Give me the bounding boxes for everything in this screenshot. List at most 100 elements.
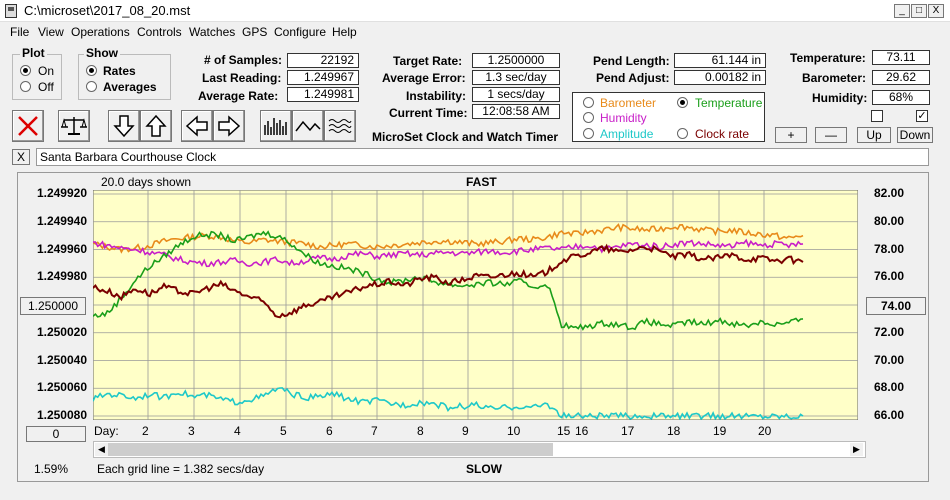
plot-off-label: Off <box>38 80 54 94</box>
horizontal-scrollbar[interactable]: ◀ ▶ <box>93 441 866 458</box>
arrow-up-icon <box>145 114 167 137</box>
clock-name-field[interactable]: Santa Barbara Courthouse Clock <box>36 148 929 166</box>
right-arrow-button[interactable] <box>213 110 245 142</box>
y-right-tick-label: 66.00 <box>874 408 905 422</box>
plot-group <box>12 54 62 100</box>
y-left-tick-label: 1.249960 <box>36 241 87 256</box>
humidity-label: Humidity: <box>812 91 868 105</box>
plot-group-title: Plot <box>20 46 47 60</box>
clock-rate-option: Clock rate <box>695 127 750 141</box>
plus-button[interactable]: + <box>775 127 807 143</box>
target-rate-label: Target Rate: <box>393 54 463 68</box>
show-group <box>78 54 171 100</box>
y-left-tick-label: 1.250040 <box>36 352 87 367</box>
show-rates-radio[interactable] <box>86 65 97 76</box>
scroll-left-icon[interactable]: ◀ <box>95 443 108 456</box>
instability-value: 1 secs/day <box>472 87 560 102</box>
x-tick-label: 5 <box>280 424 287 438</box>
x-tick-label: 20 <box>758 424 772 438</box>
title-bar: C:\microset\2017_08_20.mst _ □ X <box>0 0 950 22</box>
plot-area <box>93 190 858 420</box>
menu-watches[interactable]: Watches <box>189 25 236 39</box>
close-button[interactable]: X <box>928 4 944 18</box>
fast-label: FAST <box>466 175 497 189</box>
x-tick-label: 2 <box>142 424 149 438</box>
last-reading-value: 1.249967 <box>287 70 359 85</box>
barometer-radio[interactable] <box>583 97 594 108</box>
down-arrow-button[interactable] <box>108 110 140 142</box>
clock-rate-radio[interactable] <box>677 128 688 139</box>
x-tick-label: 15 <box>557 424 571 438</box>
menu-controls[interactable]: Controls <box>137 25 182 39</box>
y-left-tick-label: 1.250080 <box>36 408 87 422</box>
x-tick-label: 16 <box>575 424 589 438</box>
y-right-tick-label: 72.00 <box>874 324 905 339</box>
menu-operations[interactable]: Operations <box>71 25 130 39</box>
plot-off-radio[interactable] <box>20 81 31 92</box>
grid-note-label: Each grid line = 1.382 secs/day <box>97 462 265 476</box>
option-checkbox-1[interactable] <box>871 110 883 122</box>
humidity-option: Humidity <box>600 111 647 125</box>
temperature-option: Temperature <box>695 96 763 110</box>
wave-button[interactable] <box>292 110 324 142</box>
stop-button[interactable] <box>12 110 44 142</box>
target-rate-value[interactable]: 1.2500000 <box>472 53 560 68</box>
lines-button[interactable] <box>324 110 356 142</box>
pend-adjust-value: 0.00182 in <box>674 70 766 85</box>
scroll-thumb[interactable] <box>108 443 553 456</box>
x-tick-label: 4 <box>234 424 241 438</box>
x-tick-label: 3 <box>188 424 195 438</box>
down-button[interactable]: Down <box>897 127 933 143</box>
samples-value: 22192 <box>287 53 359 68</box>
x-tick-label: 19 <box>713 424 727 438</box>
up-button[interactable]: Up <box>857 127 891 143</box>
y-left-tick-label: 1.249940 <box>36 213 87 228</box>
current-time-value: 12:08:58 AM <box>472 104 560 119</box>
arrow-down-icon <box>113 115 135 138</box>
menu-view[interactable]: View <box>38 25 64 39</box>
y-right-tick-label: 78.00 <box>874 241 905 256</box>
up-arrow-button[interactable] <box>140 110 172 142</box>
zero-button[interactable]: 0 <box>26 426 86 442</box>
arrow-left-icon <box>185 115 208 137</box>
barometer-label: Barometer: <box>802 71 867 85</box>
show-averages-radio[interactable] <box>86 81 97 92</box>
clock-name-close-button[interactable]: X <box>12 149 30 165</box>
menu-help[interactable]: Help <box>332 25 357 39</box>
center-rate-button[interactable]: 1.250000 <box>20 297 86 315</box>
histogram-icon <box>264 118 287 135</box>
minimize-button[interactable]: _ <box>894 4 910 18</box>
series-line-0 <box>93 223 804 254</box>
left-arrow-button[interactable] <box>181 110 213 142</box>
histogram-button[interactable] <box>260 110 292 142</box>
x-tick-label: 10 <box>507 424 521 438</box>
pend-length-value: 61.144 in <box>674 53 766 68</box>
amplitude-radio[interactable] <box>583 128 594 139</box>
balance-button[interactable] <box>58 110 90 142</box>
show-group-title: Show <box>84 46 120 60</box>
series-selector <box>572 92 765 142</box>
plot-on-radio[interactable] <box>20 65 31 76</box>
humidity-radio[interactable] <box>583 112 594 123</box>
temperature-radio[interactable] <box>677 97 688 108</box>
menu-file[interactable]: File <box>10 25 30 39</box>
menu-gps[interactable]: GPS <box>242 25 268 39</box>
slow-label: SLOW <box>466 462 502 476</box>
y-left-tick-label: 1.249980 <box>36 269 87 284</box>
scroll-right-icon[interactable]: ▶ <box>850 443 863 456</box>
average-rate-label: Average Rate: <box>198 89 279 103</box>
average-rate-value: 1.249981 <box>287 87 359 102</box>
app-icon <box>5 4 17 18</box>
humidity-value: 68% <box>872 90 930 105</box>
minus-button[interactable]: — <box>815 127 847 143</box>
maximize-button[interactable]: □ <box>911 4 927 18</box>
days-shown-label: 20.0 days shown <box>101 175 192 189</box>
x-tick-label: 6 <box>326 424 333 438</box>
center-temp-button[interactable]: 74.00 <box>866 297 926 315</box>
day-label: Day: <box>94 424 119 438</box>
option-checkbox-2[interactable]: ✓ <box>916 110 928 122</box>
show-averages-label: Averages <box>103 80 157 94</box>
x-tick-label: 17 <box>621 424 635 438</box>
barometer-value: 29.62 <box>872 70 930 85</box>
menu-configure[interactable]: Configure <box>274 25 327 39</box>
